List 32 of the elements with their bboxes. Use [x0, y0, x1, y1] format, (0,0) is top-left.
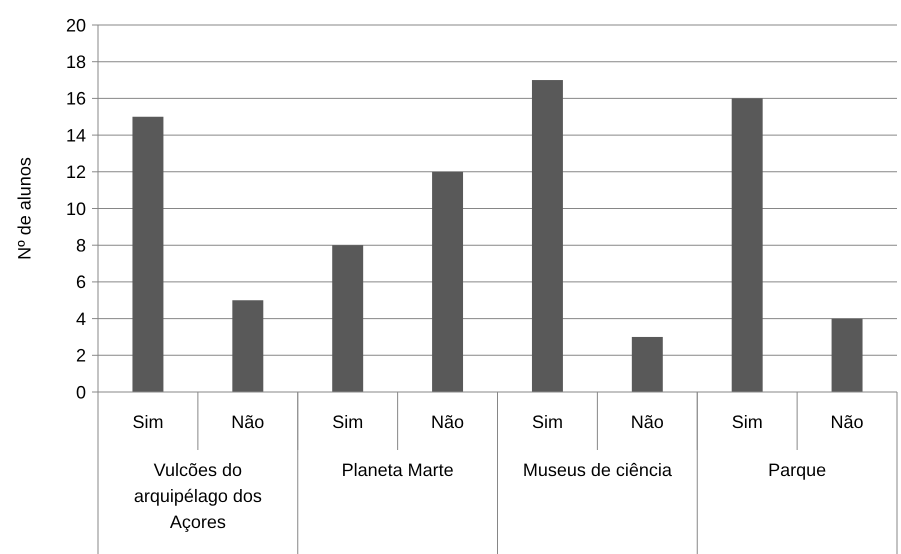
y-tick-label: 10: [66, 198, 86, 219]
y-tick-label: 20: [66, 15, 86, 36]
y-tick-label: 4: [76, 308, 86, 329]
x-tick-label: Sim: [332, 412, 364, 432]
x-tick-label: Sim: [132, 412, 164, 432]
x-tick-label: Sim: [732, 412, 763, 432]
bar: [732, 98, 763, 392]
y-axis-title: Nº de alunos: [14, 157, 34, 260]
y-tick-label: 6: [76, 272, 86, 292]
bar: [432, 172, 464, 392]
bar: [232, 300, 264, 392]
x-tick-label: Sim: [532, 412, 563, 432]
bar: [832, 318, 863, 392]
y-tick-label: 0: [76, 382, 86, 402]
y-tick-label: 2: [76, 346, 86, 366]
x-tick-label: Não: [431, 412, 464, 432]
x-tick-label: Não: [630, 412, 664, 432]
text: Planeta Marte: [342, 460, 454, 480]
x-tick-label: Não: [231, 412, 264, 432]
y-tick-label: 12: [66, 162, 86, 182]
y-tick-label: 18: [66, 52, 86, 72]
bar: [632, 336, 663, 392]
text: Parque: [768, 460, 826, 480]
y-tick-label: 16: [66, 88, 86, 109]
bar: [132, 116, 164, 392]
text: Museus de ciência: [522, 460, 673, 480]
x-tick-label: Não: [830, 412, 864, 432]
y-tick-label: 8: [76, 236, 86, 256]
y-tick-label: 14: [66, 125, 86, 146]
text: Vulcões do arquipélago dos Açores: [134, 460, 262, 532]
bar: [532, 80, 563, 392]
bar: [332, 245, 364, 392]
